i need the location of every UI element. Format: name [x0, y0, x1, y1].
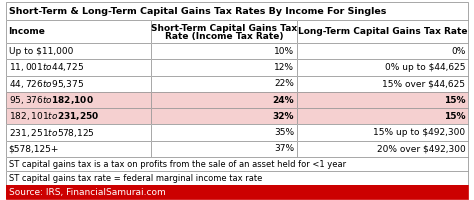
Bar [6, 171, 468, 185]
Text: 15% over $44,625: 15% over $44,625 [383, 79, 465, 88]
Text: 35%: 35% [274, 128, 294, 137]
Bar [151, 124, 297, 141]
Bar [297, 43, 468, 59]
Bar [6, 76, 151, 92]
Bar [297, 141, 468, 157]
Text: $231,251 to $578,125: $231,251 to $578,125 [9, 127, 94, 139]
Text: ST capital gains tax rate = federal marginal income tax rate: ST capital gains tax rate = federal marg… [9, 174, 262, 183]
Bar [297, 59, 468, 76]
Bar [151, 43, 297, 59]
Text: Short-Term & Long-Term Capital Gains Tax Rates By Income For Singles: Short-Term & Long-Term Capital Gains Tax… [9, 7, 386, 16]
Bar [151, 124, 297, 141]
Bar [151, 108, 297, 124]
Bar [151, 92, 297, 108]
Text: 15%: 15% [444, 112, 465, 121]
Bar [6, 20, 151, 43]
Text: $11,001 to $44,725: $11,001 to $44,725 [9, 61, 83, 73]
Bar [6, 185, 468, 199]
Text: 15% up to $492,300: 15% up to $492,300 [374, 128, 465, 137]
Bar [297, 108, 468, 124]
Bar [6, 43, 151, 59]
Text: Income: Income [9, 27, 46, 36]
Bar [6, 59, 151, 76]
Text: 15%: 15% [444, 96, 465, 105]
Bar [297, 20, 468, 43]
Bar [297, 76, 468, 92]
Bar [151, 59, 297, 76]
Bar [151, 20, 297, 43]
Bar [297, 59, 468, 76]
Bar [297, 141, 468, 157]
Bar [151, 59, 297, 76]
Bar [6, 157, 468, 171]
Bar [151, 108, 297, 124]
Bar [6, 141, 151, 157]
Text: Up to $11,000: Up to $11,000 [9, 47, 73, 56]
Bar [151, 76, 297, 92]
Bar [6, 141, 151, 157]
Bar [297, 92, 468, 108]
Text: 22%: 22% [274, 79, 294, 88]
Text: 32%: 32% [273, 112, 294, 121]
Bar [151, 141, 297, 157]
Text: Source: IRS, FinancialSamurai.com: Source: IRS, FinancialSamurai.com [9, 188, 165, 197]
Bar [6, 59, 151, 76]
Text: 10%: 10% [274, 47, 294, 56]
Text: $95,376 to $182,100: $95,376 to $182,100 [9, 94, 93, 106]
Bar [6, 20, 151, 43]
Bar [6, 157, 468, 171]
Text: Short-Term Capital Gains Tax: Short-Term Capital Gains Tax [151, 24, 297, 33]
Text: 12%: 12% [274, 63, 294, 72]
Bar [297, 92, 468, 108]
Text: 0% up to $44,625: 0% up to $44,625 [385, 63, 465, 72]
Bar [6, 124, 151, 141]
Bar [6, 2, 468, 20]
Text: 20% over $492,300: 20% over $492,300 [377, 144, 465, 153]
Text: 37%: 37% [274, 144, 294, 153]
Text: $182,101 to $231,250: $182,101 to $231,250 [9, 110, 99, 122]
Bar [6, 76, 151, 92]
Bar [297, 76, 468, 92]
Bar [151, 20, 297, 43]
Text: Long-Term Capital Gains Tax Rate: Long-Term Capital Gains Tax Rate [298, 27, 467, 36]
Bar [6, 43, 151, 59]
Bar [6, 108, 151, 124]
Bar [6, 92, 151, 108]
Bar [297, 43, 468, 59]
Bar [297, 124, 468, 141]
Bar [151, 141, 297, 157]
Bar [297, 20, 468, 43]
Bar [6, 108, 151, 124]
Text: ST capital gains tax is a tax on profits from the sale of an asset held for <1 y: ST capital gains tax is a tax on profits… [9, 160, 346, 169]
Bar [151, 43, 297, 59]
Text: $44,726 to $95,375: $44,726 to $95,375 [9, 78, 83, 90]
Bar [151, 76, 297, 92]
Bar [6, 124, 151, 141]
Text: 0%: 0% [451, 47, 465, 56]
Bar [6, 92, 151, 108]
Text: 24%: 24% [273, 96, 294, 105]
Bar [6, 2, 468, 20]
Text: Rate (Income Tax Rate): Rate (Income Tax Rate) [165, 32, 283, 41]
Bar [151, 92, 297, 108]
Text: $578,125+: $578,125+ [9, 144, 59, 153]
Bar [6, 171, 468, 185]
Bar [297, 124, 468, 141]
Bar [297, 108, 468, 124]
Bar [6, 185, 468, 199]
